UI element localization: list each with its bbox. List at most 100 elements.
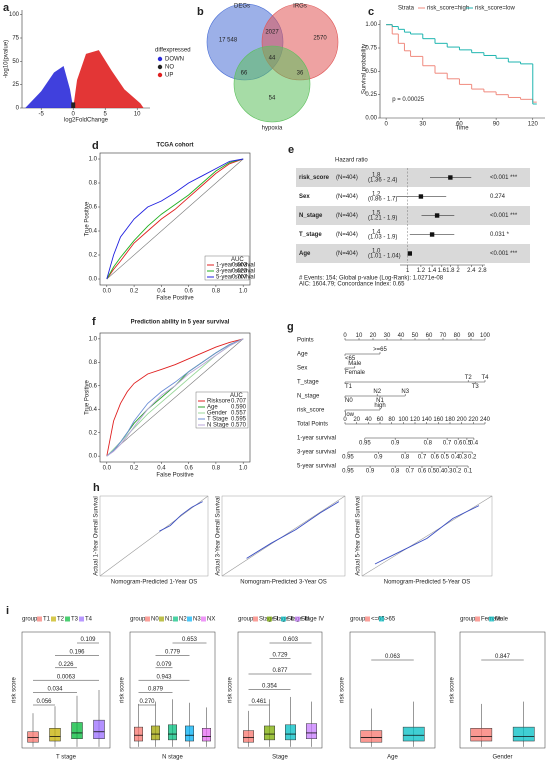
panel-letter: c xyxy=(368,6,374,18)
row-name: risk_score xyxy=(299,175,330,181)
row-band xyxy=(296,244,530,263)
legend-value: 0.620 xyxy=(232,269,248,275)
p-value: 0.729 xyxy=(272,653,288,659)
row-label: Sex xyxy=(297,366,307,372)
scale-label: 0.2 xyxy=(468,455,477,461)
panel-letter: h xyxy=(93,482,100,494)
legend-label: T3 xyxy=(71,617,79,623)
box xyxy=(402,726,425,742)
legend-key xyxy=(281,616,286,622)
level-label: <65 xyxy=(345,356,356,362)
box xyxy=(168,724,177,741)
legend-label: <=65 xyxy=(371,617,385,623)
row-ci: (1.01 - 1.04) xyxy=(368,254,401,260)
region-count: 54 xyxy=(269,96,276,102)
y-tick-label: 0.6 xyxy=(89,205,98,211)
row-ci: (1.03 - 1.9) xyxy=(368,235,397,241)
y-tick-label: 0.8 xyxy=(89,181,98,187)
row-label: 3-year survival xyxy=(297,450,336,456)
legend-key xyxy=(173,616,178,622)
scale-label: 0 xyxy=(343,417,347,423)
legend-label: Age xyxy=(207,405,218,411)
row-p: 0.274 xyxy=(490,194,506,200)
y-tick-label: 0 xyxy=(16,106,20,112)
y-axis-label: True Positive xyxy=(85,379,91,414)
panel-letter: d xyxy=(92,140,99,152)
x-tick-label: 1 xyxy=(406,268,410,274)
box xyxy=(49,728,61,742)
legend-label: T2 xyxy=(57,617,65,623)
p-value: 0.0063 xyxy=(57,674,76,680)
legend-label: 3-year survival xyxy=(216,269,255,275)
legend-value: 0.707 xyxy=(232,275,248,281)
scale-label: 0.3 xyxy=(459,455,468,461)
scale-label: 0.9 xyxy=(366,469,375,475)
legend-label: N0 xyxy=(151,617,159,623)
panel-title: Hazard ratio xyxy=(335,158,368,164)
p-value: 0.943 xyxy=(156,674,172,680)
roc-curve xyxy=(106,338,244,457)
y-tick-label: 50 xyxy=(12,59,19,65)
x-tick-label: 1.0 xyxy=(239,289,248,295)
calibration-curve xyxy=(374,505,480,565)
row-label: Points xyxy=(297,338,314,344)
x-tick-label: 90 xyxy=(493,122,500,128)
y-axis-label: risk score xyxy=(340,677,346,703)
scale-label: 0.1 xyxy=(464,469,473,475)
legend-label: >65 xyxy=(385,617,396,623)
y-tick-label: 0.4 xyxy=(89,229,98,235)
scale-label: 100 xyxy=(398,417,409,423)
x-tick-label: 60 xyxy=(456,122,463,128)
row-band xyxy=(296,168,530,187)
legend-value: 0.570 xyxy=(231,423,247,429)
scale-label: 20 xyxy=(353,417,360,423)
level-label: Female xyxy=(345,370,366,376)
level-label: T1 xyxy=(345,384,353,390)
plot-frame xyxy=(21,631,111,749)
legend-key xyxy=(37,616,42,622)
scale-label: 40 xyxy=(398,333,405,339)
row-label: 1-year survival xyxy=(297,436,336,442)
level-label: N3 xyxy=(401,389,409,395)
legend-title: AUC xyxy=(231,257,244,263)
scale-label: 80 xyxy=(454,333,461,339)
scale-label: 60 xyxy=(426,333,433,339)
x-tick-label: 0 xyxy=(384,122,388,128)
region-count: 17 548 xyxy=(219,38,238,44)
hr-marker xyxy=(434,213,440,218)
row-label: N_stage xyxy=(297,394,320,400)
level-label: low xyxy=(345,412,355,418)
x-tick-label: 0.8 xyxy=(212,466,221,472)
y-tick-label: 0.0 xyxy=(89,277,98,283)
x-tick-label: 0.2 xyxy=(130,289,139,295)
panel-letter: g xyxy=(287,321,294,333)
hr-marker xyxy=(418,194,424,199)
x-axis-label: N stage xyxy=(162,755,183,761)
row-name: Sex xyxy=(299,194,310,200)
y-tick-label: 0.6 xyxy=(89,383,98,389)
scale-label: 0.8 xyxy=(424,441,433,447)
legend-value: 0.590 xyxy=(231,405,247,411)
scale-label: 90 xyxy=(468,333,475,339)
level-label: N1 xyxy=(376,398,384,404)
p-value: 0.879 xyxy=(148,687,164,693)
legend-key xyxy=(379,616,384,622)
row-n: (N=404) xyxy=(336,175,358,181)
box xyxy=(264,725,275,741)
box xyxy=(285,724,296,741)
legend-value: 0.707 xyxy=(231,399,247,405)
legend-label: Risksore xyxy=(207,399,231,405)
hr-marker xyxy=(407,251,413,256)
box xyxy=(93,719,105,739)
scale-label: 0.4 xyxy=(451,455,460,461)
scale-label: 0.4 xyxy=(436,469,445,475)
legend-label: T4 xyxy=(85,617,93,623)
scale-label: 0.95 xyxy=(342,469,354,475)
legend-box xyxy=(195,391,249,429)
scale-label: 0.6 xyxy=(454,441,463,447)
row-p: <0.001 *** xyxy=(490,175,518,181)
y-tick-label: 0.2 xyxy=(89,253,98,259)
p-value: 0.109 xyxy=(80,637,96,643)
footnote: # Events: 154; Global p-value (Log-Rank)… xyxy=(299,276,444,282)
